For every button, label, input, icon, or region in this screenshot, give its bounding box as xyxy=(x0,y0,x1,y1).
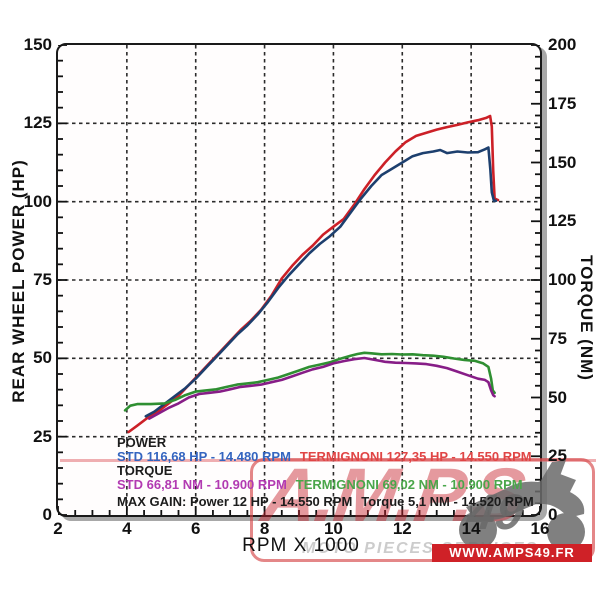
right-axis-tick-label: 200 xyxy=(548,35,577,54)
right-axis-tick-label: 50 xyxy=(548,387,567,407)
curve-std-torque xyxy=(147,356,496,420)
left-axis-tick-label: 100 xyxy=(23,191,52,211)
x-axis-tick-label: 16 xyxy=(530,519,550,538)
right-axis-tick-label: 125 xyxy=(548,211,577,231)
legend-text: STD 66,81 NM - 10.900 RPM xyxy=(117,477,287,492)
x-axis-tick-label: 2 xyxy=(53,519,63,538)
watermark-url-banner: WWW.AMPS49.FR xyxy=(432,544,592,562)
x-axis-tick-label: 14 xyxy=(461,519,481,538)
right-axis-tick-label: 0 xyxy=(548,505,558,524)
legend-text: TERMIGNONI 69,02 NM - 10.900 RPM xyxy=(295,477,523,492)
left-axis-tick-label: 150 xyxy=(23,35,52,54)
x-axis-tick-label: 6 xyxy=(190,519,201,538)
chart-canvas xyxy=(58,45,540,515)
left-axis-tick-label: 25 xyxy=(33,426,52,446)
legend-line: TORQUE xyxy=(117,464,534,477)
legend-text: Torque 5,1 NM - 14.520 RPM xyxy=(361,494,534,509)
x-axis-tick-label: 8 xyxy=(259,519,270,538)
chart-legend: POWER STD 116,68 HP - 14.480 RPM TERMIGNON… xyxy=(117,436,534,509)
left-axis-tick-label: 50 xyxy=(33,348,52,368)
curve-std-power xyxy=(144,146,498,418)
right-axis-tick-label: 150 xyxy=(548,152,577,172)
x-axis-title: RPM X 1000 xyxy=(242,535,360,556)
x-axis-tick-label: 10 xyxy=(323,519,343,538)
legend-text: STD 116,68 HP - 14.480 RPM xyxy=(117,449,291,464)
left-axis-tick-label: 125 xyxy=(23,113,52,133)
right-axis-tick-label: 175 xyxy=(548,93,577,113)
legend-text: MAX GAIN: Power 12 HP - 14.550 RPM xyxy=(117,494,353,509)
right-axis-tick-label: 100 xyxy=(548,270,577,289)
right-axis-tick-label: 25 xyxy=(548,446,567,466)
curve-termignoni-torque xyxy=(123,351,496,412)
left-axis-tick-label: 75 xyxy=(33,270,52,289)
legend-text: TORQUE xyxy=(117,463,173,478)
legend-line: MAX GAIN: Power 12 HP - 14.550 RPM Torque… xyxy=(117,495,534,508)
curve-termignoni-power xyxy=(127,114,500,434)
plot-area xyxy=(56,43,542,517)
left-axis-tick-label: 0 xyxy=(42,505,52,524)
x-axis-tick-label: 12 xyxy=(392,519,412,538)
legend-line: STD 116,68 HP - 14.480 RPM TERMIGNONI 127… xyxy=(117,450,534,463)
right-axis-tick-label: 75 xyxy=(548,328,567,348)
legend-text: TERMIGNONI 127,35 HP - 14.550 RPM xyxy=(299,449,532,464)
legend-text: POWER xyxy=(117,435,167,450)
motorcycle-icon xyxy=(459,460,585,551)
watermark-logo-box xyxy=(250,458,595,562)
x-axis-tick-label: 4 xyxy=(122,519,132,538)
legend-line: STD 66,81 NM - 10.900 RPM TERMIGNONI 69,0… xyxy=(117,478,534,491)
legend-line: POWER xyxy=(117,436,534,449)
